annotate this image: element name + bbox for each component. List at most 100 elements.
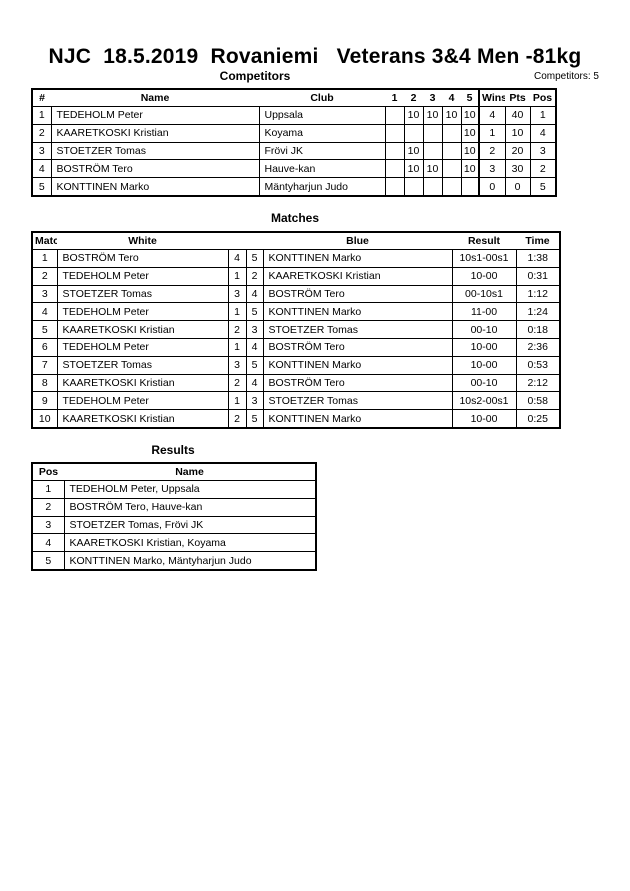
competitors-header-vs-3: 3 <box>423 89 442 107</box>
competitors-cell-club: Uppsala <box>258 106 386 125</box>
matches-cell-white-number: 2 <box>227 320 247 339</box>
matches-cell-white-number: 2 <box>227 409 247 429</box>
matches-cell-white: KAARETKOSKI Kristian <box>56 409 229 429</box>
competitors-header-vs-4: 4 <box>442 89 461 107</box>
matches-cell-match: 6 <box>31 337 58 357</box>
table-row: 8 KAARETKOSKI Kristian 2 4 BOSTRÖM Tero 00-10… <box>31 373 561 393</box>
matches-cell-result: 00-10 <box>451 320 517 339</box>
competitors-cell-number: 4 <box>31 159 52 179</box>
matches-cell-blue: STOETZER Tomas <box>262 391 453 411</box>
competitors-heading: Competitors <box>219 69 291 83</box>
matches-cell-time: 0:18 <box>515 320 561 339</box>
table-row: 5 KONTTINEN Marko, Mäntyharjun Judo <box>31 551 317 571</box>
competitors-cell-wins: 4 <box>478 106 506 125</box>
matches-cell-blue-number: 3 <box>245 320 264 339</box>
matches-cell-result: 10-00 <box>451 266 517 286</box>
table-row: 4 KAARETKOSKI Kristian, Koyama <box>31 533 317 553</box>
competitors-header-row: # Name Club 1 2 3 4 5 Wins Pts Pos <box>32 89 556 107</box>
results-cell-name: TEDEHOLM Peter, Uppsala <box>63 480 317 499</box>
matches-cell-blue-number: 4 <box>245 337 264 357</box>
matches-cell-match: 3 <box>31 284 58 304</box>
competitors-cell-vs-4 <box>441 141 462 161</box>
matches-cell-white: TEDEHOLM Peter <box>56 266 229 286</box>
table-row: 9 TEDEHOLM Peter 1 3 STOETZER Tomas 10s2-00s1… <box>31 391 561 411</box>
competitors-cell-vs-3: 10 <box>422 106 443 125</box>
results-heading: Results <box>151 443 195 457</box>
matches-cell-blue: KONTTINEN Marko <box>262 302 453 322</box>
matches-cell-blue: KAARETKOSKI Kristian <box>262 266 453 286</box>
competitors-cell-vs-4 <box>441 123 462 143</box>
results-cell-position: 1 <box>31 480 65 499</box>
table-row: 3 STOETZER Tomas 3 4 BOSTRÖM Tero 00-10s1 1:12 <box>31 284 561 304</box>
competitors-header-vs-5: 5 <box>461 89 480 107</box>
competitors-cell-name: TEDEHOLM Peter <box>50 106 260 125</box>
competitors-header-club: Club <box>259 89 385 107</box>
competitors-cell-vs-4 <box>441 159 462 179</box>
matches-cell-time: 0:25 <box>515 409 561 429</box>
competitors-cell-wins: 1 <box>478 123 506 143</box>
table-row: 4 BOSTRÖM Tero Hauve-kan 10 10 10 3 30 2 <box>31 159 557 179</box>
results-cell-position: 2 <box>31 497 65 517</box>
matches-cell-white: BOSTRÖM Tero <box>56 249 229 268</box>
matches-cell-time: 0:58 <box>515 391 561 411</box>
competitors-cell-vs-5: 10 <box>460 141 480 161</box>
competitors-header-position: Pos <box>530 89 556 107</box>
matches-cell-blue: KONTTINEN Marko <box>262 355 453 375</box>
matches-cell-time: 2:36 <box>515 337 561 357</box>
competitors-cell-vs-4 <box>441 177 462 197</box>
table-row: 1 BOSTRÖM Tero 4 5 KONTTINEN Marko 10s1-00s1 1… <box>31 249 561 268</box>
matches-header-white-number <box>228 232 246 250</box>
competitors-cell-wins: 0 <box>478 177 506 197</box>
competitors-cell-vs-5 <box>460 177 480 197</box>
table-row: 6 TEDEHOLM Peter 1 4 BOSTRÖM Tero 10-00 2:36 <box>31 337 561 357</box>
matches-cell-white-number: 1 <box>227 266 247 286</box>
matches-cell-white-number: 1 <box>227 391 247 411</box>
matches-cell-match: 9 <box>31 391 58 411</box>
matches-cell-match: 10 <box>31 409 58 429</box>
matches-header-match: Match <box>32 232 57 250</box>
competitors-cell-number: 5 <box>31 177 52 197</box>
matches-cell-white: STOETZER Tomas <box>56 355 229 375</box>
competitors-header-wins: Wins <box>479 89 505 107</box>
matches-cell-result: 10s1-00s1 <box>451 249 517 268</box>
matches-cell-white-number: 3 <box>227 284 247 304</box>
competitors-count: Competitors: 5 <box>533 71 599 82</box>
competitors-cell-vs-5: 10 <box>460 159 480 179</box>
competitors-cell-vs-1 <box>384 177 405 197</box>
table-row: 1 TEDEHOLM Peter Uppsala 10 10 10 10 4 40 1 <box>31 106 557 125</box>
matches-table: MatchWhiteBlueResultTime1BOSTRÖM Tero45K… <box>31 231 561 429</box>
matches-header-result: Result <box>452 232 516 250</box>
matches-cell-result: 10-00 <box>451 337 517 357</box>
competitors-cell-vs-3: 10 <box>422 159 443 179</box>
competitors-cell-vs-3 <box>422 123 443 143</box>
competitors-cell-position: 3 <box>529 141 557 161</box>
competitors-cell-points: 40 <box>504 106 531 125</box>
matches-header-time: Time <box>516 232 560 250</box>
table-row: 5 KAARETKOSKI Kristian 2 3 STOETZER Tomas 00-… <box>31 320 561 339</box>
matches-cell-blue: KONTTINEN Marko <box>262 249 453 268</box>
matches-cell-blue: STOETZER Tomas <box>262 320 453 339</box>
competitors-header-points: Pts <box>505 89 530 107</box>
table-row: 2 TEDEHOLM Peter 1 2 KAARETKOSKI Kristian 10-… <box>31 266 561 286</box>
matches-cell-white: TEDEHOLM Peter <box>56 391 229 411</box>
competitors-cell-club: Koyama <box>258 123 386 143</box>
competitors-cell-number: 3 <box>31 141 52 161</box>
matches-header-blue: Blue <box>263 232 452 250</box>
matches-cell-time: 1:38 <box>515 249 561 268</box>
results-cell-name: STOETZER Tomas, Frövi JK <box>63 515 317 535</box>
matches-cell-blue-number: 4 <box>245 284 264 304</box>
matches-cell-white: STOETZER Tomas <box>56 284 229 304</box>
table-row: 7 STOETZER Tomas 3 5 KONTTINEN Marko 10-00 0:5… <box>31 355 561 375</box>
competitors-cell-vs-5: 10 <box>460 106 480 125</box>
competitors-header-vs-2: 2 <box>404 89 423 107</box>
matches-cell-blue-number: 5 <box>245 249 264 268</box>
competitors-cell-points: 20 <box>504 141 531 161</box>
matches-cell-blue-number: 2 <box>245 266 264 286</box>
matches-cell-blue-number: 5 <box>245 409 264 429</box>
competitors-table: # Name Club 1 2 3 4 5 Wins Pts Pos 1 TEDEHOLM Peter U… <box>31 88 557 197</box>
matches-cell-white-number: 2 <box>227 373 247 393</box>
matches-header-blue-number <box>246 232 263 250</box>
page-title: NJC 18.5.2019 Rovaniemi Veterans 3&4 Men… <box>48 45 582 68</box>
competitors-cell-points: 30 <box>504 159 531 179</box>
